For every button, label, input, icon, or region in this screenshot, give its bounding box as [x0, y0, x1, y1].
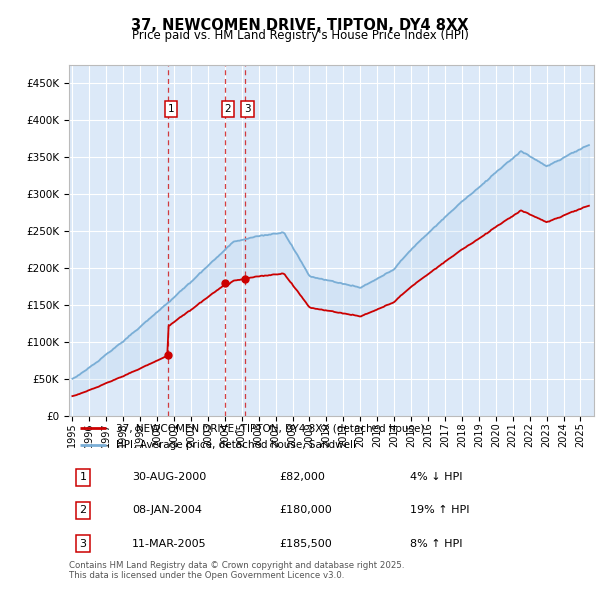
Text: 3: 3	[244, 104, 251, 114]
Text: 37, NEWCOMEN DRIVE, TIPTON, DY4 8XX: 37, NEWCOMEN DRIVE, TIPTON, DY4 8XX	[131, 18, 469, 32]
Text: Contains HM Land Registry data © Crown copyright and database right 2025.
This d: Contains HM Land Registry data © Crown c…	[69, 560, 404, 580]
Text: £180,000: £180,000	[279, 506, 332, 516]
Text: 08-JAN-2004: 08-JAN-2004	[132, 506, 202, 516]
Text: 19% ↑ HPI: 19% ↑ HPI	[410, 506, 470, 516]
Text: 1: 1	[167, 104, 174, 114]
Text: 37, NEWCOMEN DRIVE, TIPTON, DY4 8XX (detached house): 37, NEWCOMEN DRIVE, TIPTON, DY4 8XX (det…	[116, 424, 425, 434]
Text: £185,500: £185,500	[279, 539, 332, 549]
Text: 30-AUG-2000: 30-AUG-2000	[132, 473, 206, 482]
Text: 4% ↓ HPI: 4% ↓ HPI	[410, 473, 463, 482]
Text: 2: 2	[224, 104, 231, 114]
Text: £82,000: £82,000	[279, 473, 325, 482]
Text: 3: 3	[79, 539, 86, 549]
Text: 8% ↑ HPI: 8% ↑ HPI	[410, 539, 463, 549]
Text: 1: 1	[79, 473, 86, 482]
Text: HPI: Average price, detached house, Sandwell: HPI: Average price, detached house, Sand…	[116, 440, 356, 450]
Text: Price paid vs. HM Land Registry's House Price Index (HPI): Price paid vs. HM Land Registry's House …	[131, 30, 469, 42]
Text: 2: 2	[79, 506, 86, 516]
Text: 11-MAR-2005: 11-MAR-2005	[132, 539, 206, 549]
